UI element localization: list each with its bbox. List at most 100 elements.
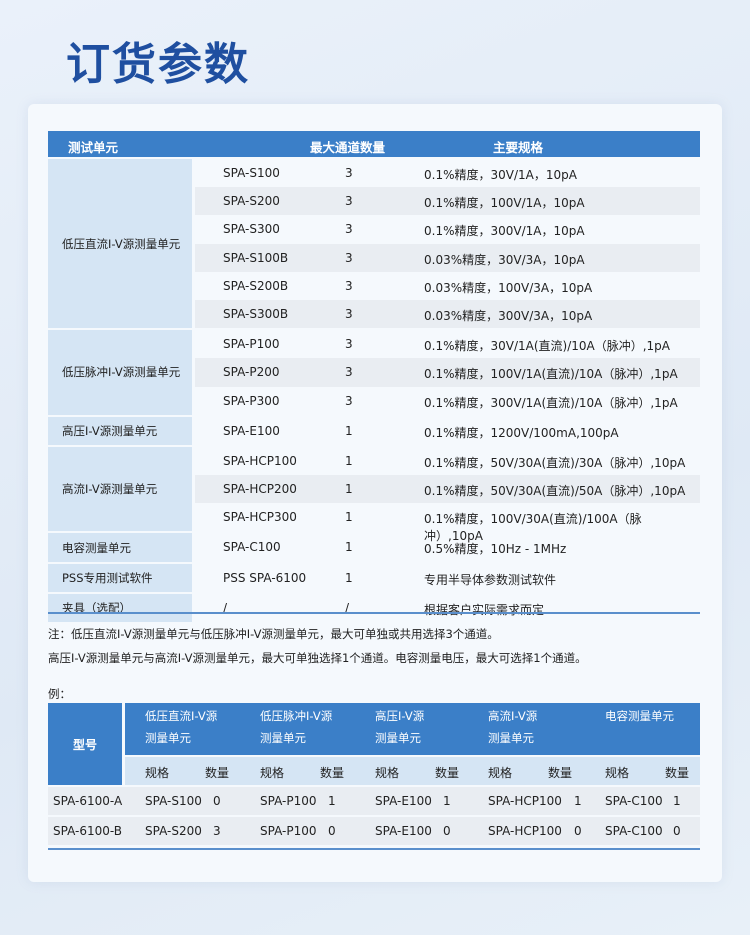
table-row: SPA-HCP100 1 0.1%精度，50V/30A(直流)/30A（脉冲）,10… — [195, 447, 700, 475]
qty-label: 数量 — [548, 766, 573, 780]
channels-cell: 1 — [345, 482, 353, 497]
divider — [48, 612, 700, 614]
spec-cell: 0.03%精度，100V/3A，10pA — [424, 280, 593, 295]
table-row: SPA-C100 1 0.5%精度，10Hz - 1MHz — [195, 533, 700, 561]
unit-group: 夹具（选配） / / 根据客户实际需求而定 — [48, 593, 700, 622]
spec-cell: SPA-S100 — [145, 794, 202, 808]
model-cell: SPA-HCP300 — [223, 510, 297, 525]
channels-cell: 3 — [345, 337, 353, 352]
unit-name: 低压直流I-V源测量单元 — [48, 159, 192, 329]
spec-label: 规格 — [145, 766, 170, 780]
spec-label: 规格 — [488, 766, 513, 780]
table-row: SPA-E100 1 0.1%精度，1200V/100mA,100pA — [195, 417, 700, 445]
model-cell: SPA-C100 — [223, 540, 281, 555]
header-channels: 最大通道数量 — [310, 140, 386, 155]
model-cell: SPA-P100 — [223, 337, 280, 352]
qty-label: 数量 — [205, 766, 230, 780]
model-cell: SPA-S300 — [223, 222, 280, 237]
spec-cell: 0.1%精度，100V/1A(直流)/10A（脉冲）,1pA — [424, 367, 678, 382]
channels-cell: / — [345, 600, 350, 615]
channels-cell: 3 — [345, 250, 353, 265]
table-row: SPA-S200B 3 0.03%精度，100V/3A，10pA — [195, 272, 700, 300]
group-header: 高流I-V源 测量单元 — [488, 705, 588, 749]
spec-cell: 根据客户实际需求而定 — [424, 602, 545, 617]
qty-cell: 0 — [328, 824, 336, 838]
group-header-line: 高流I-V源 — [488, 709, 538, 723]
model-cell: SPA-P200 — [223, 365, 280, 380]
unit-name: 高压I-V源测量单元 — [48, 416, 192, 445]
group-header-line: 电容测量单元 — [605, 709, 674, 723]
model-cell: PSS SPA-6100 — [223, 570, 307, 585]
spec-cell: 0.1%精度，50V/30A(直流)/50A（脉冲）,10pA — [424, 484, 686, 499]
table-row: SPA-S100 3 0.1%精度，30V/1A，10pA — [195, 159, 700, 187]
group-header: 低压直流I-V源 测量单元 — [145, 705, 245, 749]
table-row: SPA-HCP200 1 0.1%精度，50V/30A(直流)/50A（脉冲）,10… — [195, 475, 700, 504]
spec-cell: 0.1%精度，300V/1A，10pA — [424, 224, 585, 239]
unit-group: 低压直流I-V源测量单元 SPA-S100 3 0.1%精度，30V/1A，10pA S… — [48, 159, 700, 329]
spec-cell: SPA-C100 — [605, 794, 663, 808]
model-cell: SPA-S200B — [223, 278, 289, 293]
channels-cell: 3 — [345, 194, 353, 209]
table-row: SPA-S200 3 0.1%精度，100V/1A，10pA — [195, 187, 700, 216]
qty-label: 数量 — [435, 766, 460, 780]
table-row: SPA-S100B 3 0.03%精度，30V/3A，10pA — [195, 243, 700, 272]
spec-cell: SPA-P100 — [260, 824, 317, 838]
model-cell: SPA-6100-A — [53, 794, 123, 808]
table-row: SPA-6100-A SPA-S100 0 SPA-P100 1 SPA-E100 1 SPA… — [48, 787, 700, 815]
spec-cell: SPA-C100 — [605, 824, 663, 838]
qty-label: 数量 — [665, 766, 690, 780]
model-cell: SPA-S300B — [223, 306, 289, 321]
model-cell: SPA-HCP100 — [223, 453, 297, 468]
table-row: SPA-P300 3 0.1%精度，300V/1A(直流)/10A（脉冲）,1pA — [195, 387, 700, 415]
channels-cell: 3 — [345, 393, 353, 408]
spec-cell: 0.1%精度，50V/30A(直流)/30A（脉冲）,10pA — [424, 455, 686, 470]
model-cell: SPA-S200 — [223, 194, 280, 209]
channels-cell: 3 — [345, 166, 353, 180]
sub-header-row: 规格 数量 规格 数量 规格 数量 规格 数量 规格 数量 — [125, 757, 700, 785]
qty-label: 数量 — [320, 766, 345, 780]
qty-cell: 0 — [213, 794, 221, 808]
channels-cell: 3 — [345, 306, 353, 321]
model-cell: SPA-E100 — [223, 423, 280, 438]
table-header: 测试单元 最大通道数量 主要规格 — [48, 131, 700, 157]
qty-cell: 0 — [574, 824, 582, 838]
header-spec: 主要规格 — [493, 140, 544, 155]
spec-cell: SPA-E100 — [375, 824, 432, 838]
model-cell: SPA-S100 — [223, 166, 280, 180]
qty-cell: 1 — [443, 794, 451, 808]
unit-group: 高流I-V源测量单元 SPA-HCP100 1 0.1%精度，50V/30A(直流)/… — [48, 446, 700, 543]
table-row: SPA-6100-B SPA-S200 3 SPA-P100 0 SPA-E100 0 SPA… — [48, 817, 700, 845]
qty-cell: 3 — [213, 824, 221, 838]
group-header: 电容测量单元 — [605, 705, 705, 727]
spec-cell: SPA-S200 — [145, 824, 202, 838]
table-row: SPA-P100 3 0.1%精度，30V/1A(直流)/10A（脉冲）,1pA — [195, 330, 700, 358]
channels-cell: 3 — [345, 278, 353, 293]
spec-cell: 0.1%精度，30V/1A，10pA — [424, 168, 577, 182]
example-label: 例： — [48, 687, 71, 701]
unit-group: 电容测量单元 SPA-C100 1 0.5%精度，10Hz - 1MHz — [48, 533, 700, 562]
spec-cell: 0.1%精度，30V/1A(直流)/10A（脉冲）,1pA — [424, 339, 671, 354]
spec-cell: 0.1%精度，100V/30A(直流)/100A（脉冲）,10pA — [424, 512, 642, 544]
channels-cell: 3 — [345, 222, 353, 237]
spec-label: 规格 — [260, 766, 285, 780]
page-title: 订货参数 — [66, 39, 250, 90]
table-row: SPA-HCP300 1 0.1%精度，100V/30A(直流)/100A（脉冲）,… — [195, 503, 700, 543]
header-unit: 测试单元 — [68, 140, 119, 155]
channels-cell: 1 — [345, 540, 353, 555]
divider — [48, 848, 700, 850]
spec-label: 规格 — [605, 766, 630, 780]
unit-name: 高流I-V源测量单元 — [48, 446, 192, 532]
channels-cell: 1 — [345, 510, 353, 525]
note-line: 高压I-V源测量单元与高流I-V源测量单元，最大可单独选择1个通道。电容测量电压… — [48, 651, 587, 665]
model-cell: SPA-HCP200 — [223, 482, 297, 497]
group-header-line: 测量单元 — [145, 731, 191, 745]
spec-cell: SPA-HCP100 — [488, 794, 562, 808]
unit-name: 电容测量单元 — [48, 533, 192, 562]
model-cell: / — [223, 600, 228, 615]
qty-cell: 1 — [328, 794, 336, 808]
unit-name: 低压脉冲I-V源测量单元 — [48, 330, 192, 415]
unit-name: PSS专用测试软件 — [48, 563, 192, 592]
table-row: SPA-S300 3 0.1%精度，300V/1A，10pA — [195, 215, 700, 243]
model-cell: SPA-6100-B — [53, 824, 123, 838]
note-line: 注：低压直流I-V源测量单元与低压脉冲I-V源测量单元，最大可单独或共用选择3个… — [48, 627, 499, 641]
